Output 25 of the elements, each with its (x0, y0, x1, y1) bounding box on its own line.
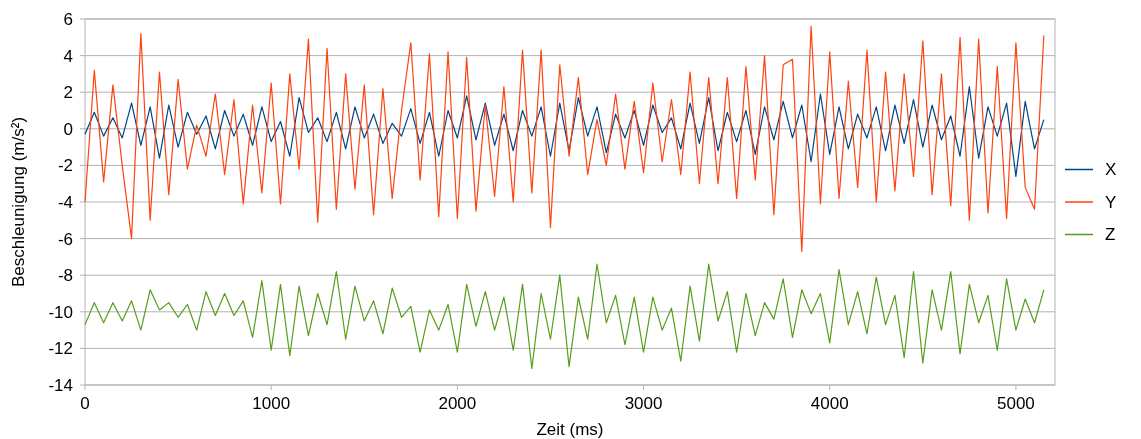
x-tick-label: 2000 (438, 394, 477, 413)
legend-label: X (1105, 160, 1117, 180)
y-tick-label: -4 (57, 192, 73, 212)
x-tick-label: 4000 (810, 394, 849, 413)
line-series (84, 263, 1045, 370)
legend-label: Z (1105, 225, 1116, 245)
y-tick-label: 0 (63, 119, 73, 139)
y-axis-title: Beschleunigung (m/s²) (9, 116, 28, 288)
x-tick-label: 5000 (996, 394, 1035, 413)
line-series (84, 25, 1045, 253)
x-axis-title: Zeit (ms) (536, 420, 604, 439)
y-tick-label: -10 (48, 302, 73, 322)
y-tick-label: -8 (57, 266, 73, 286)
x-tick-label: 0 (80, 394, 90, 413)
x-tick-label: 3000 (624, 394, 663, 413)
y-tick-label: -12 (48, 339, 73, 359)
x-tick-label: 1000 (252, 394, 291, 413)
y-tick-label: 2 (63, 83, 73, 103)
y-tick-label: -6 (57, 229, 73, 249)
y-tick-label: 4 (63, 46, 73, 66)
legend-label: Y (1105, 192, 1117, 212)
y-tick-label: -14 (48, 375, 73, 395)
line-series (84, 86, 1045, 177)
y-tick-label: 6 (63, 9, 73, 29)
y-tick-label: -2 (57, 156, 73, 176)
